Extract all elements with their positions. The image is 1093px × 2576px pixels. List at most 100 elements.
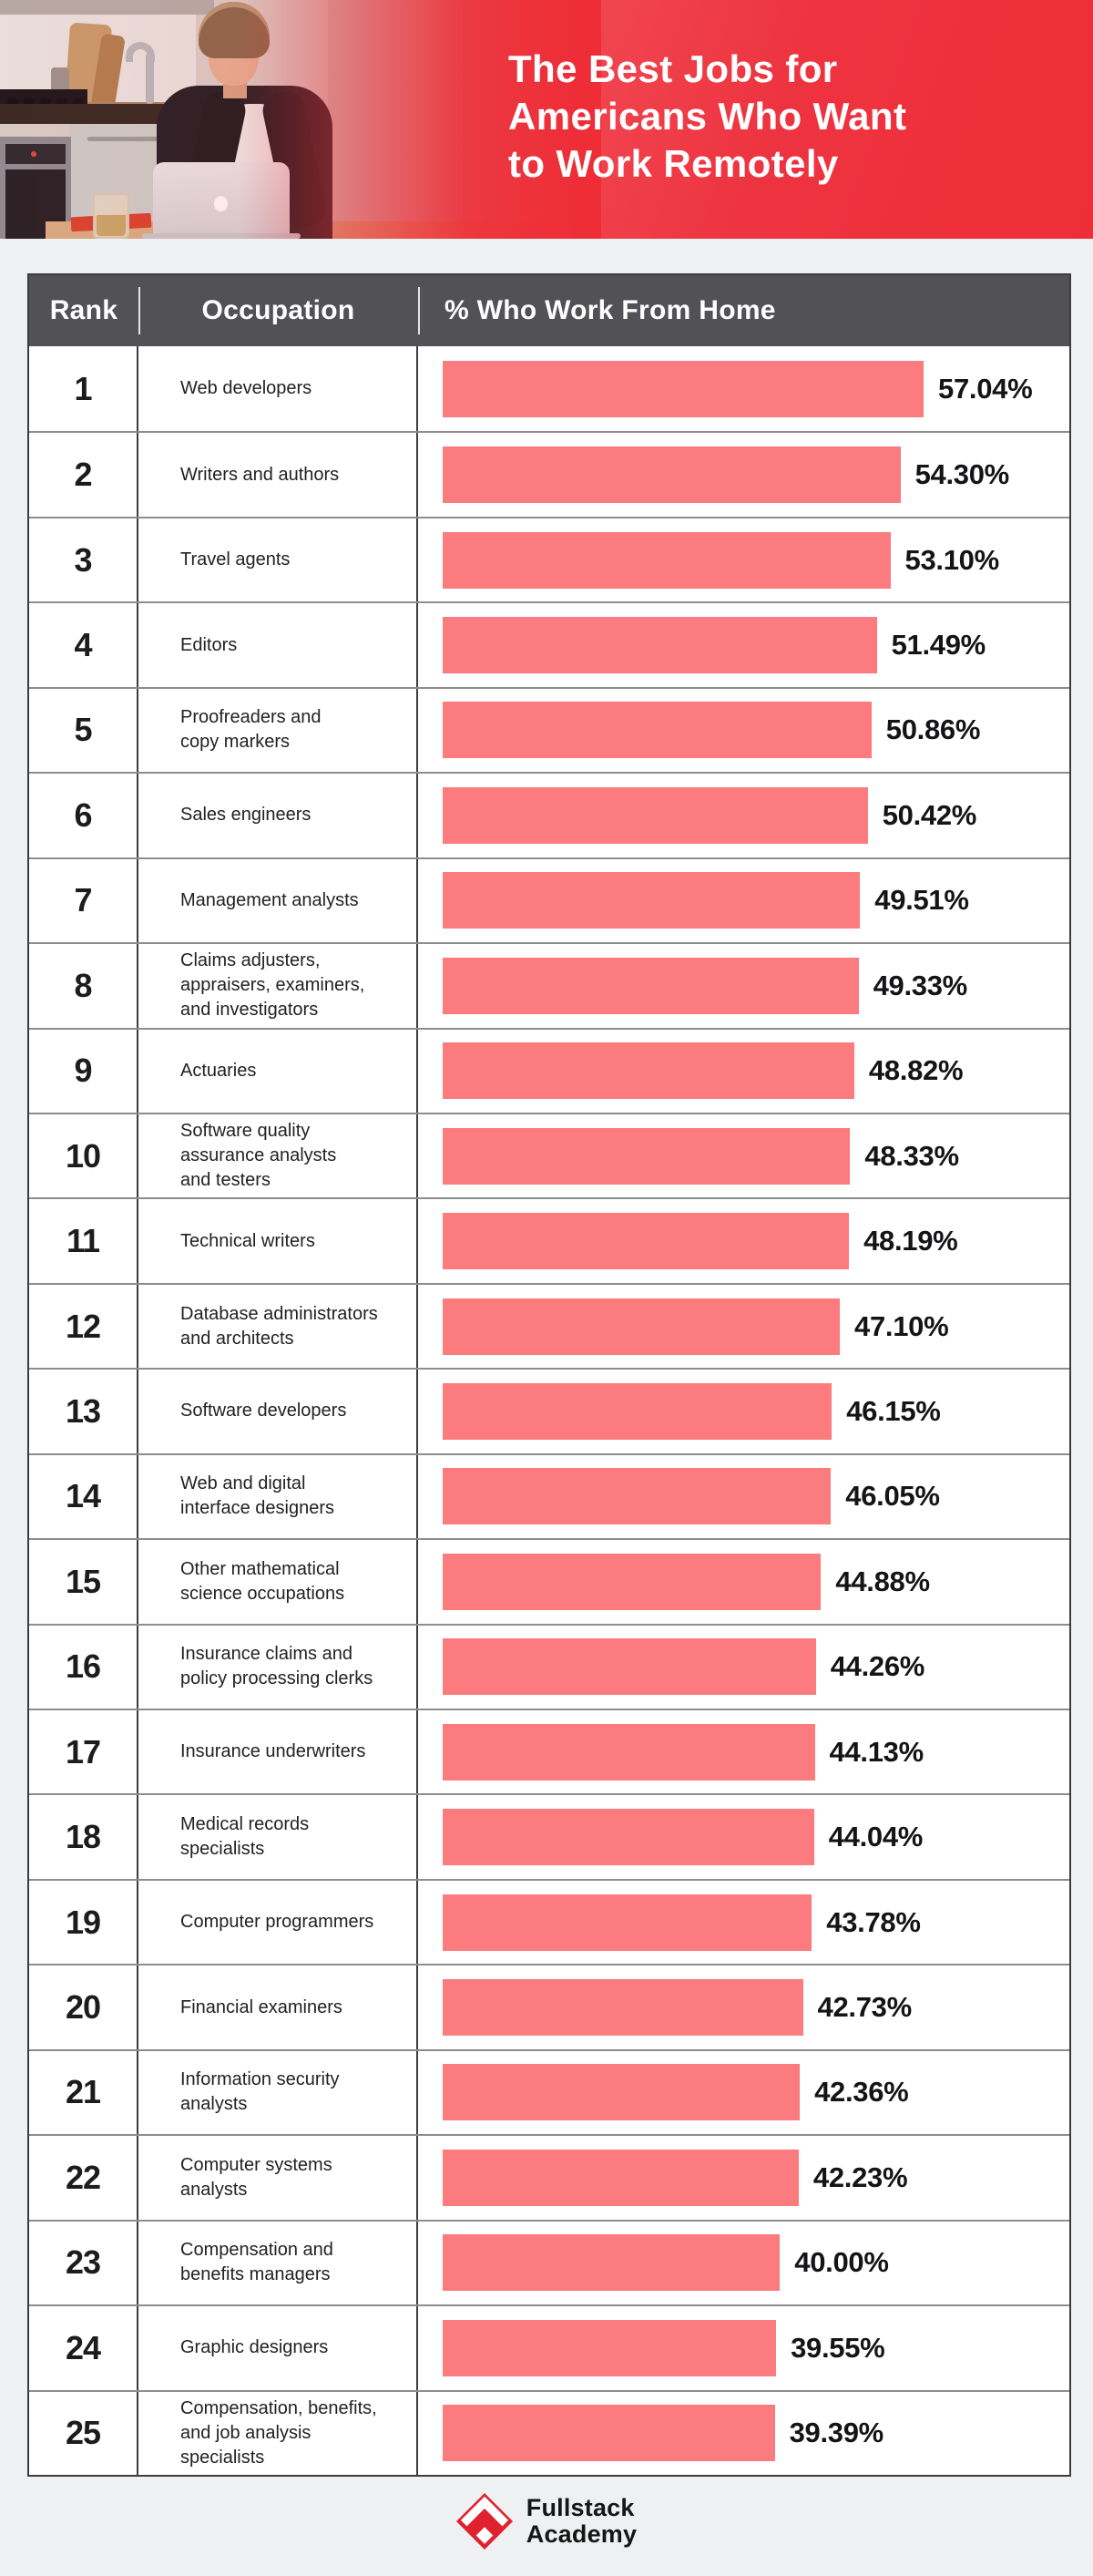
percent-bar [443, 786, 868, 844]
rank-cell: 4 [29, 603, 138, 687]
rank-cell: 12 [29, 1284, 138, 1369]
rank-cell: 10 [29, 1114, 138, 1198]
occupation-cell: Technical writers [138, 1199, 418, 1283]
occupation-cell: Writers and authors [138, 433, 418, 517]
occupation-cell: Medical records specialists [138, 1795, 418, 1879]
percent-cell: 40.00% [418, 2222, 1069, 2304]
percent-bar [443, 446, 901, 504]
percent-bar [443, 1723, 815, 1781]
percent-label: 47.10% [854, 1309, 949, 1342]
percent-cell: 44.04% [418, 1795, 1069, 1878]
table-row: 1 Web developers 57.04% [29, 346, 1069, 432]
occupation-cell: Information security analysts [138, 2050, 418, 2135]
table-row: 16 Insurance claims and policy processing… [29, 1623, 1069, 1709]
percent-label: 48.19% [863, 1225, 958, 1257]
percent-label: 44.88% [835, 1565, 930, 1597]
percent-cell: 42.23% [418, 2136, 1069, 2219]
occupation-cell: Software quality assurance analysts and … [138, 1114, 418, 1198]
occupation-cell: Computer systems analysts [138, 2136, 418, 2220]
percent-cell: 47.10% [418, 1285, 1069, 1368]
table-row: 12 Database administrators and architects… [29, 1282, 1069, 1369]
percent-bar [443, 2234, 781, 2292]
rank-cell: 17 [29, 1710, 138, 1794]
occupation-cell: Web developers [138, 346, 418, 432]
fullstack-academy-logo-icon [455, 2493, 513, 2550]
occupation-cell: Management analysts [138, 858, 418, 943]
rank-cell: 9 [29, 1029, 138, 1113]
percent-label: 43.78% [826, 1905, 921, 1938]
percent-label: 39.39% [789, 2417, 884, 2449]
rank-cell: 1 [29, 346, 138, 432]
table-body: 1 Web developers 57.04% 2 Writers and author… [29, 346, 1069, 2475]
percent-bar [443, 1809, 814, 1866]
percent-label: 42.36% [814, 2076, 909, 2109]
percent-bar [443, 1213, 850, 1270]
rank-cell: 3 [29, 518, 138, 602]
occupation-cell: Financial examiners [138, 1965, 418, 2049]
occupation-cell: Editors [138, 603, 418, 687]
rank-cell: 5 [29, 688, 138, 773]
rank-cell: 23 [29, 2221, 138, 2305]
page-title: The Best Jobs for Americans Who Want to … [508, 46, 906, 188]
percent-bar [443, 1468, 832, 1525]
table-row: 5 Proofreaders and copy markers 50.86% [29, 686, 1069, 773]
rank-cell: 21 [29, 2050, 138, 2135]
table-row: 9 Actuaries 48.82% [29, 1027, 1069, 1113]
percent-label: 42.23% [812, 2160, 908, 2193]
percent-bar [443, 1638, 816, 1696]
table-row: 15 Other mathematical science occupations… [29, 1538, 1069, 1624]
percent-cell: 39.39% [418, 2392, 1069, 2475]
percent-bar [443, 617, 877, 674]
percent-cell: 43.78% [418, 1881, 1069, 1964]
column-header-occupation: Occupation [201, 295, 355, 325]
title-line-2: Americans Who Want [508, 95, 907, 138]
occupation-cell: Proofreaders and copy markers [138, 688, 418, 773]
rank-cell: 25 [29, 2391, 138, 2475]
percent-bar [443, 1894, 812, 1951]
rank-cell: 7 [29, 858, 138, 943]
hero-photo [0, 0, 601, 239]
percent-cell: 46.05% [418, 1455, 1069, 1538]
percent-bar [443, 360, 924, 417]
percent-cell: 51.49% [418, 603, 1069, 686]
percent-bar [443, 1298, 840, 1355]
rank-cell: 22 [29, 2136, 138, 2220]
percent-cell: 53.10% [418, 518, 1069, 601]
rank-cell: 14 [29, 1454, 138, 1539]
occupation-cell: Travel agents [138, 518, 418, 602]
percent-bar [443, 872, 861, 929]
percent-cell: 44.26% [418, 1626, 1069, 1709]
occupation-cell: Software developers [138, 1370, 418, 1453]
table-row: 7 Management analysts 49.51% [29, 857, 1069, 943]
rank-cell: 19 [29, 1880, 138, 1965]
table-row: 6 Sales engineers 50.42% [29, 772, 1069, 857]
brand-line-1: Fullstack [526, 2494, 635, 2521]
table-row: 24 Graphic designers 39.55% [29, 2304, 1069, 2390]
percent-label: 40.00% [794, 2246, 889, 2279]
percent-bar [443, 2149, 799, 2206]
percent-label: 46.05% [845, 1480, 940, 1513]
table-row: 22 Computer systems analysts 42.23% [29, 2134, 1069, 2220]
ranking-table: Rank Occupation % Who Work From Home 1 We… [27, 273, 1071, 2477]
percent-bar [443, 1127, 851, 1185]
percent-bar [443, 2064, 801, 2121]
title-line-3: to Work Remotely [508, 142, 839, 185]
occupation-cell: Compensation and benefits managers [138, 2221, 418, 2305]
table-row: 17 Insurance underwriters 44.13% [29, 1709, 1069, 1794]
percent-cell: 50.86% [418, 689, 1069, 772]
table-row: 11 Technical writers 48.19% [29, 1197, 1069, 1283]
percent-cell: 42.36% [418, 2051, 1069, 2134]
rank-cell: 16 [29, 1625, 138, 1709]
percent-cell: 48.82% [418, 1030, 1069, 1113]
table-row: 18 Medical records specialists 44.04% [29, 1793, 1069, 1879]
percent-bar [443, 702, 872, 759]
rank-cell: 11 [29, 1199, 138, 1283]
percent-bar [443, 1042, 854, 1100]
percent-bar [443, 2405, 775, 2462]
table-row: 2 Writers and authors 54.30% [29, 431, 1069, 517]
rank-cell: 6 [29, 774, 138, 857]
table-row: 21 Information security analysts 42.36% [29, 2048, 1069, 2135]
table-header-row: Rank Occupation % Who Work From Home [29, 275, 1069, 346]
percent-label: 51.49% [891, 629, 986, 662]
table-row: 20 Financial examiners 42.73% [29, 1964, 1069, 2049]
